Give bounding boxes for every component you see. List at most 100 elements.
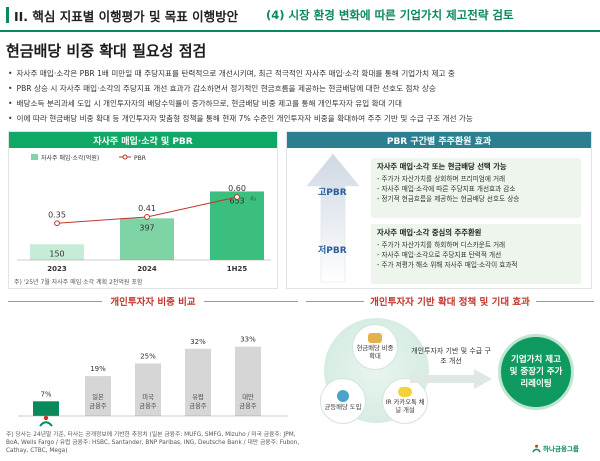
legend-bar-swatch xyxy=(31,154,38,160)
logo-text: 하나금융그룹 xyxy=(543,445,579,453)
legend-bar-label: 자사주 매입·소각(억원) xyxy=(41,154,99,162)
header-accent-bar xyxy=(6,7,9,23)
bullet-list: 자사주 매입·소각은 PBR 1배 미만일 때 주당지표를 탄력적으로 개선시키… xyxy=(8,66,598,126)
high-pbr-box-title: 자사주 매입·소각 또는 현금배당 선택 가능 xyxy=(377,162,507,171)
high-pbr-box: 자사주 매입·소각 또는 현금배당 선택 가능 주가가 자산가치를 상회하며 프… xyxy=(371,158,581,218)
low-pbr-item: 자사주 매입·소각으로 주당지표 탄력적 개선 xyxy=(377,250,575,260)
bar xyxy=(30,244,84,260)
bar-value-label: 150 xyxy=(49,249,64,258)
policy-section-title: 개인투자자 기반 확대 정책 및 기대 효과 xyxy=(370,297,530,308)
policy-arrow: 개인투자자 기반 및 수급 구조 개선 xyxy=(410,346,492,393)
pbr-up-arrow-icon xyxy=(306,153,360,283)
bar-value-label: 25% xyxy=(140,353,156,361)
logo-dot xyxy=(43,415,49,421)
header-subtitle: (4) 시장 환경 변화에 따른 기업가치 제고전략 검토 xyxy=(266,8,514,22)
bar xyxy=(85,376,111,416)
policy-arrow-text: 개인투자자 기반 및 수급 구조 개선 xyxy=(411,347,491,365)
x-tick-label: 대만 xyxy=(242,392,254,401)
right-arrow-icon xyxy=(410,369,492,389)
legend-line-label: PBR xyxy=(134,155,146,162)
policy-venn-diagram: 현금배당 비중 확대 균등배당 도입 IR 카카오톡 채널 개설 xyxy=(316,316,436,434)
x-tick-label: 2024 xyxy=(137,265,157,273)
bullet-item: 배당소득 분리과세 도입 시 개인투자자의 배당수익률이 증가하므로, 현금배당… xyxy=(8,96,598,111)
x-tick-label: 2023 xyxy=(47,265,67,273)
low-pbr-item: 주가가 자산가치를 하회하며 디스카운트 거래 xyxy=(377,240,575,250)
high-pbr-item: 자사주 매입·소각에 따른 주당지표 개선효과 감소 xyxy=(377,184,575,194)
bar-value-label: 7% xyxy=(40,390,51,398)
x-tick-label: 미국 xyxy=(142,392,154,401)
bar xyxy=(135,363,161,416)
investor-section-title: 개인투자자 비중 비교 xyxy=(110,297,196,308)
hana-logo-icon xyxy=(532,444,541,452)
buyback-pbr-title: 자사주 매입·소각 및 PBR xyxy=(9,132,277,148)
pbr-effect-panel: PBR 구간별 주주환원 효과 고PBR 저PBR 자사주 매입·소각 또는 현… xyxy=(286,131,592,289)
bullet-item: 이에 따라 현금배당 비중 확대 등 개인투자자 맞춤형 정책을 통해 현재 7… xyxy=(8,111,598,126)
logo-leaf xyxy=(39,421,53,427)
bar-value-label: 33% xyxy=(240,336,256,344)
legend-line-marker xyxy=(122,154,128,160)
header-left: II. 핵심 지표별 이행평가 및 목표 이행방안 xyxy=(0,0,262,30)
divider-line xyxy=(535,300,594,302)
high-pbr-item: 주가가 자산가치를 상회하며 프리미엄에 거래 xyxy=(377,174,575,184)
chat-icon xyxy=(398,387,412,397)
pbr-point xyxy=(234,194,240,200)
money-icon xyxy=(368,333,382,343)
bar-value-label: 397 xyxy=(139,223,154,232)
low-pbr-box-title: 자사주 매입·소각 중심의 주주환원 xyxy=(377,228,482,237)
divider-line xyxy=(306,300,365,302)
page-header: II. 핵심 지표별 이행평가 및 목표 이행방안 (4) 시장 환경 변화에 … xyxy=(0,0,600,30)
main-title: 현금배당 비중 확대 필요성 점검 xyxy=(6,42,207,60)
node-ir-channel: IR 카카오톡 채널 개설 xyxy=(382,378,428,424)
high-pbr-item: 정기적 현금흐름을 제공하는 현금배당 선호도 상승 xyxy=(377,194,575,204)
result-text: 기업가치 제고 및 중장기 주가 리레이팅 xyxy=(509,355,563,389)
buyback-pbr-chart: 자사주 매입·소각(억원) PBR 150 397 653 주) 0.35 0.41 0.… xyxy=(17,154,271,273)
x-tick-label: 금융주 xyxy=(189,402,207,410)
pbr-value-label: 0.41 xyxy=(138,204,156,213)
bar-value-label: 19% xyxy=(90,365,106,373)
node-cash-dividend-label: 현금배당 비중 확대 xyxy=(356,345,394,360)
buyback-note: 주) '25년 7월 자사주 매입·소각 계획 2천억원 포함 xyxy=(14,279,143,286)
pbr-effect-title: PBR 구간별 주주환원 효과 xyxy=(287,132,591,148)
header-title: II. 핵심 지표별 이행평가 및 목표 이행방안 xyxy=(14,8,239,24)
node-cash-dividend: 현금배당 비중 확대 xyxy=(352,324,398,370)
pbr-value-label: 0.60 xyxy=(228,184,246,193)
x-tick-label: 1H25 xyxy=(227,265,248,273)
low-pbr-label: 저PBR xyxy=(318,246,347,256)
bullet-item: PBR 상승 시 자사주 매입·소각의 주당지표 개선 효과가 감소하면서 정기… xyxy=(8,81,598,96)
x-tick-label: 금융주 xyxy=(239,402,257,410)
pbr-value-label: 0.35 xyxy=(48,210,66,219)
node-ir-channel-label: IR 카카오톡 채널 개설 xyxy=(385,399,425,414)
bar xyxy=(235,346,261,416)
pbr-point xyxy=(144,214,150,220)
divider-line xyxy=(203,300,298,302)
investor-note: 주) 당사는 24년말 기준, 타사는 공개정보에 기반한 추정치 (일본 금융… xyxy=(6,432,300,454)
footnote-marker: 주) xyxy=(250,196,256,202)
policy-section-header: 개인투자자 기반 확대 정책 및 기대 효과 xyxy=(306,294,594,308)
x-tick-label: 일본 xyxy=(92,392,104,401)
bullet-item: 자사주 매입·소각은 PBR 1배 미만일 때 주당지표를 탄력적으로 개선시키… xyxy=(8,66,598,81)
bar xyxy=(185,348,211,416)
x-tick-label: 금융주 xyxy=(89,402,107,410)
company-logo: 하나금융그룹 xyxy=(532,443,579,453)
header-divider xyxy=(0,30,600,32)
investor-section-header: 개인투자자 비중 비교 xyxy=(8,294,298,308)
hana-logo-icon xyxy=(39,415,53,427)
high-pbr-label: 고PBR xyxy=(318,188,347,198)
bar xyxy=(210,191,264,260)
bar-value-label: 653 xyxy=(229,196,244,205)
node-equal-dividend: 균등배당 도입 xyxy=(320,378,366,424)
node-equal-dividend-label: 균등배당 도입 xyxy=(324,404,362,411)
pie-icon xyxy=(337,390,349,402)
x-tick-label: 금융주 xyxy=(139,402,157,410)
result-circle: 기업가치 제고 및 중장기 주가 리레이팅 xyxy=(498,334,574,410)
low-pbr-box: 자사주 매입·소각 중심의 주주환원 주가가 자산가치를 하회하며 디스카운트 … xyxy=(371,224,581,284)
pbr-point xyxy=(54,220,60,227)
bar xyxy=(120,218,174,260)
divider-line xyxy=(8,300,103,302)
x-tick-label: 유럽 xyxy=(192,392,204,401)
bar xyxy=(33,401,59,416)
buyback-pbr-panel: 자사주 매입·소각 및 PBR 자사주 매입·소각(억원) PBR 150 397… xyxy=(8,131,278,289)
low-pbr-item: 주가 저평가 해소 위해 자사주 매입·소각이 효과적 xyxy=(377,260,575,270)
bar-value-label: 32% xyxy=(190,338,206,346)
